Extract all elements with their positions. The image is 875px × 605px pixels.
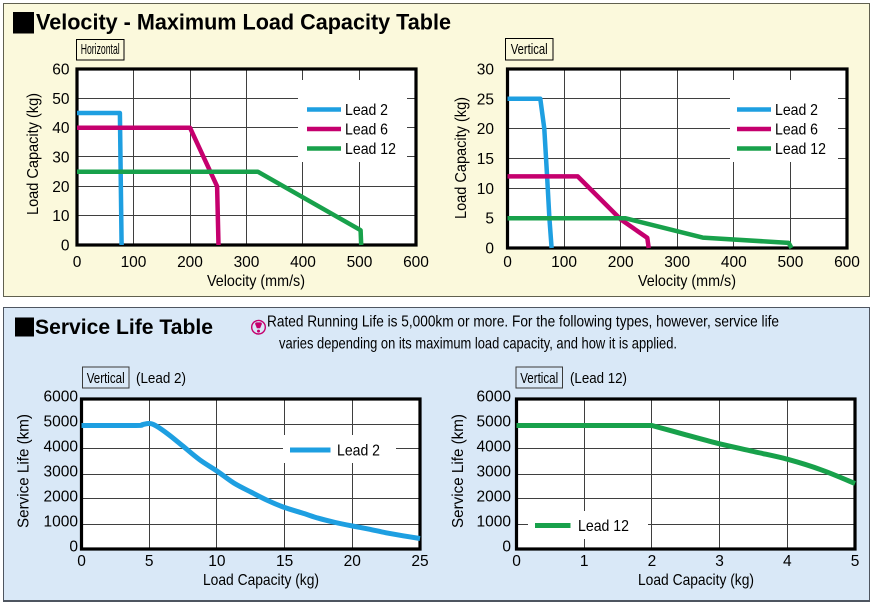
svg-text:Lead 6: Lead 6 <box>775 122 818 139</box>
svg-text:1: 1 <box>580 553 589 570</box>
svg-text:Lead 12: Lead 12 <box>345 141 396 158</box>
svg-text:Vertical: Vertical <box>520 370 558 387</box>
svg-text:300: 300 <box>234 254 260 271</box>
svg-text:4000: 4000 <box>44 439 79 456</box>
svg-text:0: 0 <box>485 241 494 258</box>
svg-text:3000: 3000 <box>477 464 512 481</box>
svg-text:3000: 3000 <box>44 464 79 481</box>
svg-text:Service Life (km): Service Life (km) <box>450 414 467 528</box>
svg-text:4000: 4000 <box>477 439 512 456</box>
svg-text:60: 60 <box>52 62 70 79</box>
svg-text:Velocity (mm/s): Velocity (mm/s) <box>207 273 305 290</box>
svg-text:Vertical: Vertical <box>87 370 125 387</box>
svg-text:Velocity - Maximum Load Capaci: Velocity - Maximum Load Capacity Table <box>36 10 451 35</box>
svg-text:10: 10 <box>208 553 226 570</box>
svg-text:5: 5 <box>851 553 860 570</box>
svg-text:30: 30 <box>52 150 70 167</box>
svg-text:5: 5 <box>485 211 494 228</box>
svg-text:Lead 2: Lead 2 <box>337 443 380 460</box>
svg-text:6000: 6000 <box>44 389 79 406</box>
svg-text:(Lead 2): (Lead 2) <box>136 371 186 387</box>
svg-text:(Lead 12): (Lead 12) <box>570 371 627 387</box>
svg-text:0: 0 <box>69 539 78 556</box>
svg-text:Vertical: Vertical <box>511 41 548 58</box>
svg-text:20: 20 <box>344 553 362 570</box>
svg-text:Load Capacity (kg): Load Capacity (kg) <box>25 93 42 215</box>
svg-text:Lead 2: Lead 2 <box>345 102 388 119</box>
svg-text:0: 0 <box>512 553 521 570</box>
svg-text:200: 200 <box>608 254 634 271</box>
svg-text:Service Life (km): Service Life (km) <box>16 414 33 528</box>
svg-text:6000: 6000 <box>477 389 512 406</box>
svg-text:Lead 12: Lead 12 <box>578 518 629 535</box>
svg-text:Lead 2: Lead 2 <box>775 102 818 119</box>
svg-text:4: 4 <box>783 553 792 570</box>
svg-text:400: 400 <box>290 254 316 271</box>
svg-text:30: 30 <box>477 62 495 79</box>
svg-text:2: 2 <box>648 553 657 570</box>
svg-text:5000: 5000 <box>477 414 512 431</box>
svg-text:20: 20 <box>477 121 495 138</box>
svg-text:50: 50 <box>52 91 70 108</box>
svg-text:0: 0 <box>77 553 86 570</box>
svg-text:200: 200 <box>177 254 203 271</box>
svg-text:varies depending on its maximu: varies depending on its maximum load cap… <box>279 336 677 353</box>
svg-text:500: 500 <box>347 254 373 271</box>
svg-text:25: 25 <box>411 553 428 570</box>
svg-text:0: 0 <box>503 254 512 271</box>
svg-text:0: 0 <box>61 238 70 255</box>
svg-text:600: 600 <box>403 254 429 271</box>
svg-text:2000: 2000 <box>477 489 512 506</box>
svg-text:Service Life Table: Service Life Table <box>35 316 213 339</box>
svg-text:0: 0 <box>502 539 511 556</box>
svg-text:Load Capacity (kg): Load Capacity (kg) <box>453 97 470 219</box>
svg-text:25: 25 <box>477 91 494 108</box>
svg-text:15: 15 <box>477 151 494 168</box>
svg-text:20: 20 <box>52 179 70 196</box>
svg-text:600: 600 <box>834 254 860 271</box>
svg-text:10: 10 <box>477 181 495 198</box>
svg-text:Velocity (mm/s): Velocity (mm/s) <box>638 273 736 290</box>
svg-text:5000: 5000 <box>44 414 79 431</box>
svg-text:1000: 1000 <box>44 514 79 531</box>
svg-text:40: 40 <box>52 120 70 137</box>
svg-text:10: 10 <box>52 208 70 225</box>
svg-text:Load Capacity (kg): Load Capacity (kg) <box>638 572 754 589</box>
svg-text:1000: 1000 <box>477 514 512 531</box>
svg-text:2000: 2000 <box>44 489 79 506</box>
svg-text:100: 100 <box>551 254 577 271</box>
svg-text:100: 100 <box>121 254 147 271</box>
svg-text:0: 0 <box>73 254 82 271</box>
svg-text:500: 500 <box>777 254 803 271</box>
svg-text:5: 5 <box>145 553 154 570</box>
svg-text:300: 300 <box>664 254 690 271</box>
svg-text:400: 400 <box>721 254 747 271</box>
svg-text:3: 3 <box>715 553 724 570</box>
svg-text:15: 15 <box>276 553 293 570</box>
svg-text:Lead 6: Lead 6 <box>345 122 388 139</box>
svg-text:Load Capacity (kg): Load Capacity (kg) <box>203 572 319 589</box>
svg-text:Rated Running Life is 5,000km: Rated Running Life is 5,000km or more. F… <box>267 314 779 331</box>
svg-text:Horizontal: Horizontal <box>81 41 120 58</box>
svg-text:Lead 12: Lead 12 <box>775 141 826 158</box>
